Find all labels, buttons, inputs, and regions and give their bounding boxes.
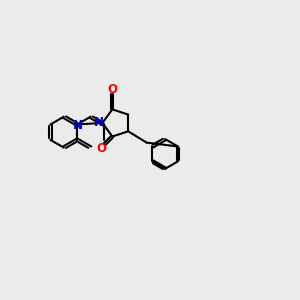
Text: N: N bbox=[73, 119, 83, 132]
Text: O: O bbox=[96, 142, 106, 155]
Text: N: N bbox=[94, 116, 104, 130]
Text: O: O bbox=[107, 83, 117, 96]
